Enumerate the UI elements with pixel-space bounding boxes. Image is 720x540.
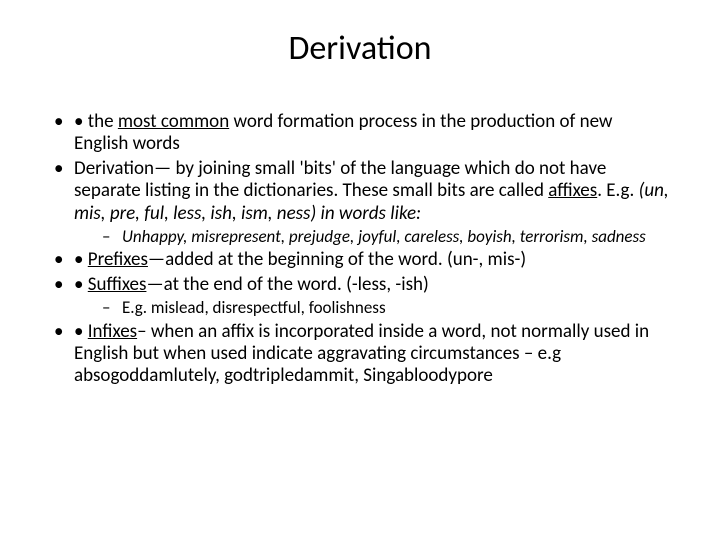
text-pre: • the — [74, 110, 118, 133]
text-pre: • — [74, 273, 88, 296]
text-pre: • — [74, 320, 88, 343]
bullet-infixes: • Infixes– when an affix is incorporated… — [50, 321, 670, 388]
text-pre: • — [74, 248, 88, 271]
text-underlined: Suffixes — [88, 273, 147, 296]
bullet-list: • the most common word formation process… — [50, 111, 670, 388]
slide: Derivation • the most common word format… — [0, 0, 720, 540]
text-underlined: Infixes — [88, 320, 137, 343]
text-underlined: affixes — [548, 179, 597, 202]
text-post-plain: . E.g. — [597, 179, 638, 202]
sub-list-suffix-examples: E.g. mislead, disrespectful, foolishness — [74, 298, 670, 318]
sub-bullet-examples: Unhappy, misrepresent, prejudge, joyful,… — [74, 227, 670, 247]
sub-text: Unhappy, misrepresent, prejudge, joyful,… — [122, 226, 646, 247]
sub-list-examples: Unhappy, misrepresent, prejudge, joyful,… — [74, 227, 670, 247]
text-post: – when an affix is incorporated inside a… — [74, 320, 649, 388]
bullet-prefixes: • Prefixes—added at the beginning of the… — [50, 249, 670, 271]
text-post: —at the end of the word. (-less, -ish) — [146, 273, 428, 296]
sub-bullet-suffix-examples: E.g. mislead, disrespectful, foolishness — [74, 298, 670, 318]
sub-text: E.g. mislead, disrespectful, foolishness — [122, 297, 386, 318]
text-underlined: most common — [118, 110, 229, 133]
text-underlined: Prefixes — [88, 248, 148, 271]
text-post: —added at the beginning of the word. (un… — [148, 248, 526, 271]
text-pre: Derivation— by joining small 'bits' of t… — [74, 157, 606, 202]
slide-title: Derivation — [50, 28, 670, 69]
bullet-most-common: • the most common word formation process… — [50, 111, 670, 156]
bullet-suffixes: • Suffixes—at the end of the word. (-les… — [50, 274, 670, 319]
bullet-derivation-def: Derivation— by joining small 'bits' of t… — [50, 158, 670, 248]
